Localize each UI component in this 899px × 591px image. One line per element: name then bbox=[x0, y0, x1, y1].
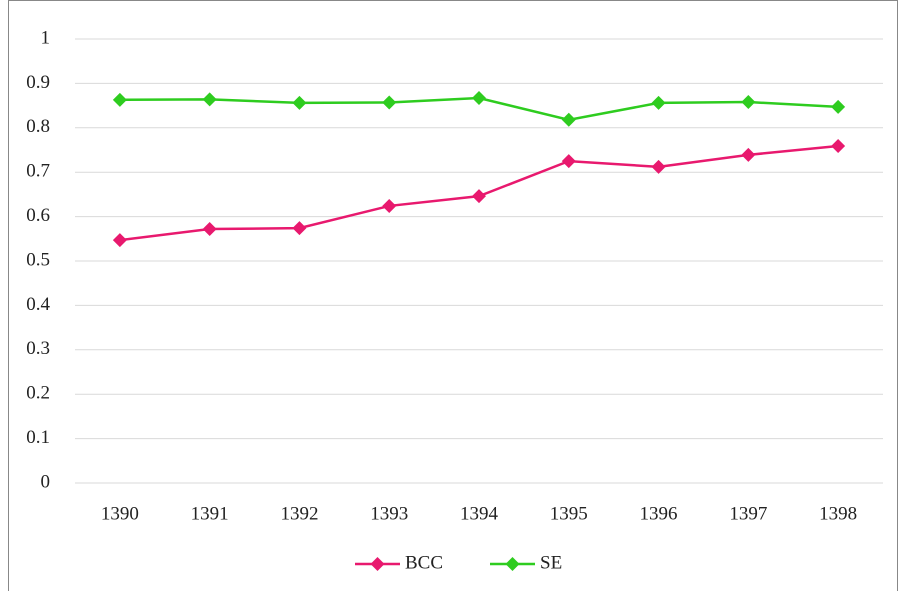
x-tick-label: 1392 bbox=[280, 503, 318, 524]
data-point bbox=[831, 100, 845, 114]
data-point bbox=[203, 222, 217, 236]
x-tick-label: 1398 bbox=[819, 503, 857, 524]
x-tick-label: 1396 bbox=[640, 503, 678, 524]
y-tick-label: 0.7 bbox=[26, 161, 50, 182]
data-point bbox=[382, 199, 396, 213]
data-point bbox=[741, 148, 755, 162]
data-point bbox=[203, 92, 217, 106]
data-point bbox=[831, 139, 845, 153]
x-tick-label: 1397 bbox=[729, 503, 767, 524]
data-point bbox=[472, 189, 486, 203]
x-tick-label: 1391 bbox=[191, 503, 229, 524]
x-tick-label: 1393 bbox=[370, 503, 408, 524]
y-tick-label: 0.3 bbox=[26, 338, 50, 359]
y-tick-label: 0.4 bbox=[26, 294, 50, 315]
y-tick-label: 0.5 bbox=[26, 249, 50, 270]
data-point bbox=[292, 221, 306, 235]
legend-label: SE bbox=[540, 552, 562, 573]
chart: 0 0.1 0.2 0.3 0.4 0.5 0.6 0.7 0.8 0.9 1 1390 1391 139… bbox=[0, 0, 899, 591]
x-tick-label: 1390 bbox=[101, 503, 139, 524]
legend-marker bbox=[371, 557, 385, 571]
data-point bbox=[562, 154, 576, 168]
y-tick-label: 1 bbox=[41, 27, 51, 48]
data-point bbox=[652, 96, 666, 110]
y-tick-label: 0 bbox=[41, 471, 51, 492]
y-tick-label: 0.6 bbox=[26, 205, 50, 226]
y-tick-label: 0.2 bbox=[26, 383, 50, 404]
data-point bbox=[292, 96, 306, 110]
x-tick-label: 1395 bbox=[550, 503, 588, 524]
data-point bbox=[382, 95, 396, 109]
data-point bbox=[562, 113, 576, 127]
y-tick-label: 0.9 bbox=[26, 72, 50, 93]
y-tick-label: 0.8 bbox=[26, 116, 50, 137]
data-point bbox=[113, 93, 127, 107]
legend-label: BCC bbox=[405, 552, 443, 573]
data-point bbox=[472, 91, 486, 105]
data-point bbox=[741, 95, 755, 109]
data-point bbox=[113, 233, 127, 247]
legend-marker bbox=[506, 557, 520, 571]
y-tick-label: 0.1 bbox=[26, 427, 50, 448]
x-tick-label: 1394 bbox=[460, 503, 499, 524]
